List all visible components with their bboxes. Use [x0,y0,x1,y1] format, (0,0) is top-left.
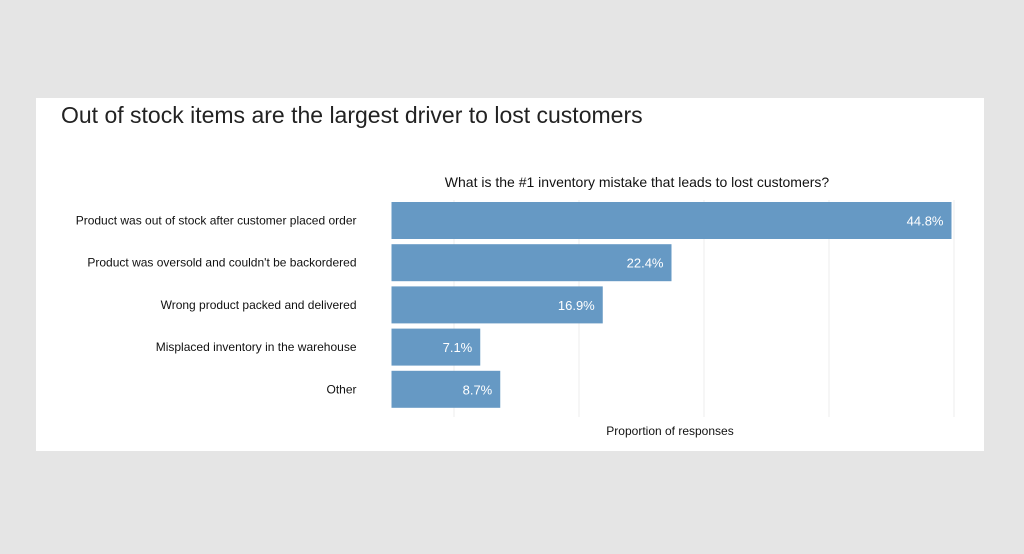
data-label: 8.7% [463,382,493,397]
bar [391,286,603,324]
data-label: 16.9% [558,298,595,313]
category-label: Misplaced inventory in the warehouse [156,340,357,354]
chart-card: Out of stock items are the largest drive… [36,98,984,451]
bar [391,202,952,239]
bar [391,370,501,408]
bar [391,244,672,282]
chart-subtitle: What is the #1 inventory mistake that le… [444,174,830,190]
category-label: Product was oversold and couldn't be bac… [87,256,356,270]
x-axis-label: Proportion of responses [606,424,733,438]
data-label: 7.1% [443,340,473,355]
category-label: Wrong product packed and delivered [161,298,357,312]
chart-title: Out of stock items are the largest drive… [61,102,643,128]
bar-chart: 44.8% Product was out of stock after cust… [76,200,955,438]
data-label: 44.8% [907,214,944,229]
category-label: Other [326,382,356,396]
data-label: 22.4% [627,256,664,271]
category-label: Product was out of stock after customer … [76,214,357,228]
bar [391,328,481,366]
